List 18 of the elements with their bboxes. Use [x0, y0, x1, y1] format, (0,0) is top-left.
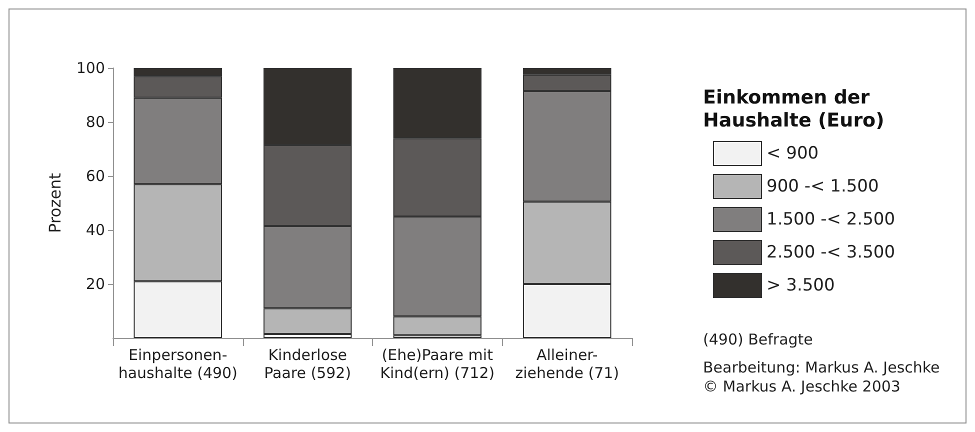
y-tick-label: 20	[86, 275, 105, 293]
x-tick-label: (Ehe)Paare mit Kind(ern) (712)	[380, 346, 495, 382]
legend-label: < 900	[766, 144, 819, 164]
x-tick-label: Alleiner- ziehende (71)	[515, 346, 620, 382]
legend-label: 1.500 -< 2.500	[766, 210, 896, 230]
legend-label: 2.500 -< 3.500	[766, 242, 896, 262]
legend-label: 900 -< 1.500	[766, 176, 879, 196]
legend-title: Einkommen der Haushalte (Euro)	[703, 86, 884, 132]
y-axis-title: Prozent	[46, 172, 64, 234]
x-tick-label: Kinderlose Paare (592)	[264, 346, 352, 382]
legend-label: > 3.500	[766, 276, 835, 296]
y-tick-label: 60	[86, 167, 105, 185]
y-tick-label: 100	[76, 59, 105, 77]
text: (490) Befragte	[703, 330, 813, 348]
y-tick-label: 40	[86, 221, 105, 239]
text: Bearbeitung: Markus A. Jeschke © Markus A. Jeschke 2003	[703, 358, 940, 396]
y-tick-label: 80	[86, 113, 105, 131]
x-tick-label: Einpersonen- haushalte (490)	[118, 346, 238, 382]
